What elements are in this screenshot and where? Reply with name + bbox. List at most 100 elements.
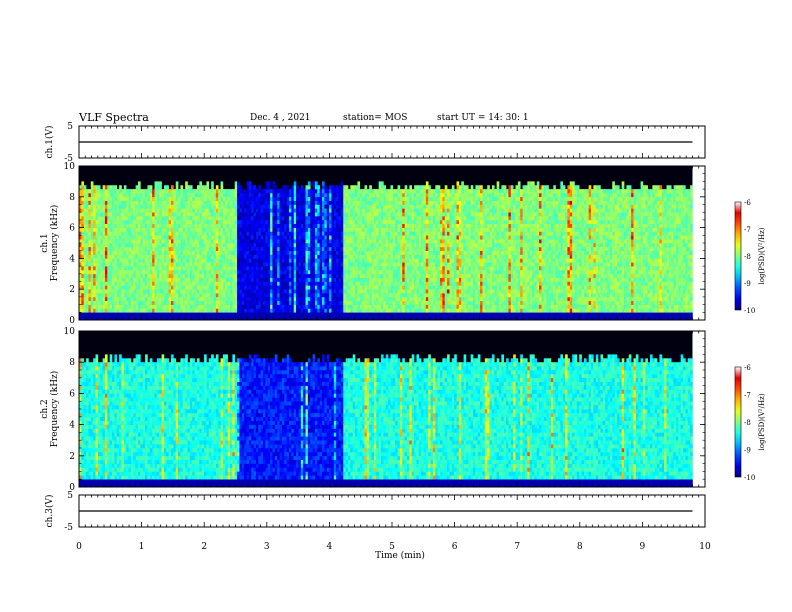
spectrogram-cell xyxy=(102,285,106,290)
spectrogram-cell xyxy=(232,189,236,194)
spectrogram-cell xyxy=(331,189,335,194)
spectrogram-cell xyxy=(83,293,87,298)
spectrogram-cell xyxy=(189,250,193,255)
spectrogram-cell xyxy=(135,281,139,286)
spectrogram-cell xyxy=(152,316,155,321)
spectrogram-cell xyxy=(142,196,146,201)
spectrogram-cell xyxy=(395,227,398,232)
spectrogram-cell xyxy=(147,239,151,244)
spectrogram-cell xyxy=(116,216,120,221)
spectrogram-cell xyxy=(206,312,210,317)
spectrogram-cell xyxy=(265,285,269,290)
spectrogram-cell xyxy=(284,312,287,317)
spectrogram-cell xyxy=(293,296,297,302)
spectrogram-cell xyxy=(133,192,136,198)
spectrogram-cell xyxy=(364,235,368,240)
spectrogram-cell xyxy=(378,304,382,309)
spectrogram-cell xyxy=(88,204,92,209)
spectrogram-cell xyxy=(317,235,320,240)
spectrogram-cell xyxy=(310,285,313,290)
spectrogram-cell xyxy=(279,250,283,255)
spectrogram-cell xyxy=(114,196,118,201)
spectrogram-cell xyxy=(369,239,372,244)
spectrogram-cell xyxy=(234,208,238,213)
spectrogram-cell xyxy=(185,181,188,186)
spectrogram-cell xyxy=(314,262,318,267)
spectrogram-cell xyxy=(119,304,122,309)
spectrogram-cell xyxy=(317,246,320,251)
spectrogram-cell xyxy=(182,269,186,275)
spectrogram-cell xyxy=(279,196,283,201)
spectrogram-cell xyxy=(222,250,226,255)
spectrogram-cell xyxy=(90,285,94,290)
spectrogram-cell xyxy=(180,304,184,309)
spectrogram-cell xyxy=(355,216,358,221)
spectrogram-cell xyxy=(340,296,344,302)
spectrogram-cell xyxy=(345,269,349,275)
spectrogram-cell xyxy=(230,235,233,240)
spectrogram-cell xyxy=(277,189,280,194)
spectrogram-cell xyxy=(206,316,210,321)
spectrogram-cell xyxy=(86,250,89,255)
spectrogram-cell xyxy=(248,243,252,248)
spectrogram-cell xyxy=(107,285,110,290)
spectrogram-cell xyxy=(265,300,269,305)
spectrogram-cell xyxy=(329,216,332,221)
spectrogram-cell xyxy=(239,216,243,221)
spectrogram-cell xyxy=(86,293,89,298)
spectrogram-cell xyxy=(185,281,188,286)
spectrogram-cell xyxy=(364,262,368,267)
spectrogram-cell xyxy=(331,196,335,201)
spectrogram-cell xyxy=(145,189,148,194)
spectrogram-cell xyxy=(130,239,134,244)
spectrogram-cell xyxy=(248,273,252,278)
spectrogram-cell xyxy=(340,208,344,213)
spectrogram-cell xyxy=(227,239,231,244)
spectrogram-cell xyxy=(305,243,309,248)
spectrogram-cell xyxy=(182,281,186,286)
spectrogram-cell xyxy=(182,254,186,259)
spectrogram-cell xyxy=(128,254,132,259)
spectrogram-cell xyxy=(93,316,96,321)
spectrogram-cell xyxy=(244,235,247,240)
spectrogram-cell xyxy=(333,231,337,236)
spectrogram-cell xyxy=(350,273,354,278)
spectrogram-cell xyxy=(97,231,101,236)
spectrogram-cell xyxy=(322,262,325,267)
spectrogram-cell xyxy=(227,250,231,255)
spectrogram-cell xyxy=(293,316,297,321)
spectrogram-cell xyxy=(88,293,92,298)
spectrogram-cell xyxy=(343,231,346,236)
spectrogram-cell xyxy=(121,300,125,305)
spectrogram-cell xyxy=(390,269,394,275)
spectrogram-cell xyxy=(133,293,136,298)
spectrogram-cell xyxy=(215,243,219,248)
spectrogram-cell xyxy=(201,277,205,282)
spectrogram-cell xyxy=(251,227,254,232)
spectrogram-cell xyxy=(168,293,172,298)
spectrogram-cell xyxy=(303,273,306,278)
spectrogram-cell xyxy=(137,312,141,317)
spectrogram-cell xyxy=(178,243,181,248)
spectrogram-cell xyxy=(104,223,108,228)
spectrogram-cell xyxy=(185,273,188,278)
spectrogram-cell xyxy=(265,227,269,232)
spectrogram-cell xyxy=(326,262,330,267)
spectrogram-cell xyxy=(397,208,401,213)
spectrogram-cell xyxy=(373,243,377,248)
spectrogram-cell xyxy=(222,281,226,286)
spectrogram-cell xyxy=(270,289,273,294)
spectrogram-cell xyxy=(135,250,139,255)
spectrogram-cell xyxy=(189,304,193,309)
spectrogram-cell xyxy=(388,304,391,309)
spectrogram-cell xyxy=(357,189,361,194)
spectrogram-cell xyxy=(289,273,292,278)
spectrogram-cell xyxy=(395,219,398,225)
spectrogram-cell xyxy=(222,266,226,271)
spectrogram-cell xyxy=(171,239,174,244)
spectrogram-cell xyxy=(265,277,269,282)
spectrogram-cell xyxy=(241,269,245,275)
spectrogram-cell xyxy=(284,258,287,263)
spectrogram-cell xyxy=(296,192,299,198)
spectrogram-cell xyxy=(255,239,259,244)
